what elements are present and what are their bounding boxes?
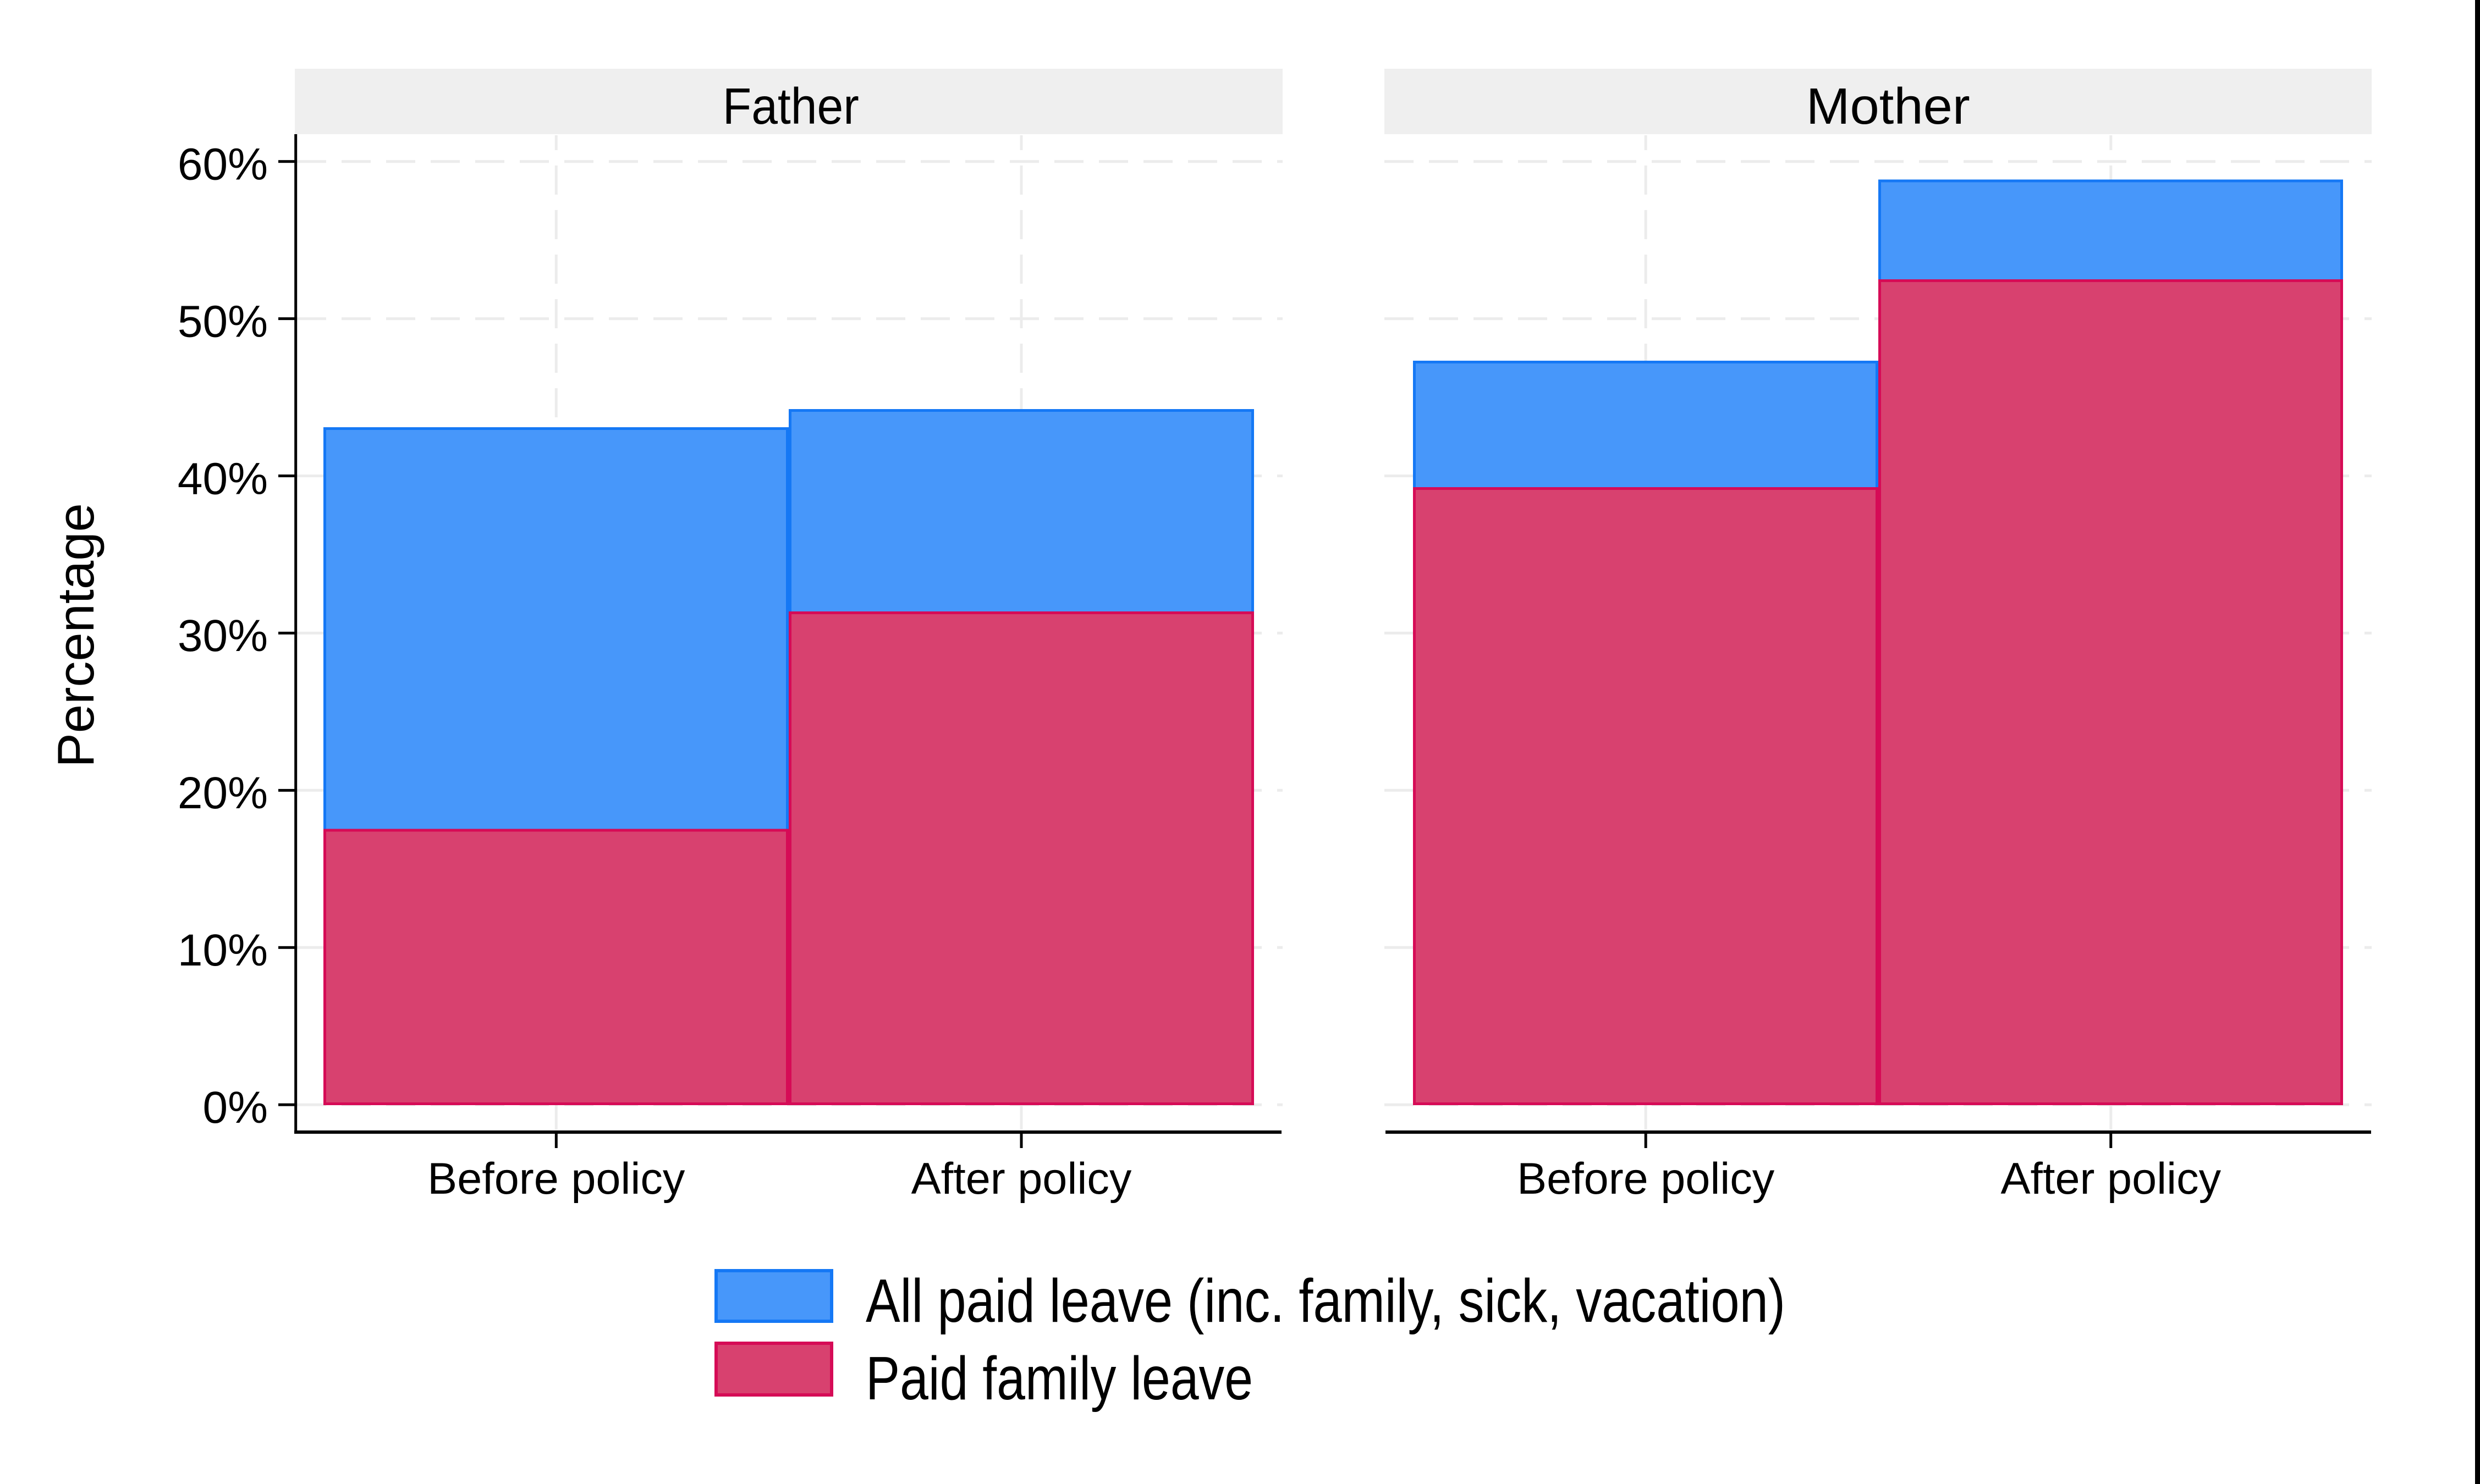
- svg-text:40%: 40%: [178, 454, 268, 504]
- svg-text:Before policy: Before policy: [1517, 1154, 1775, 1204]
- svg-text:All paid leave (inc. family, s: All paid leave (inc. family, sick, vacat…: [866, 1267, 1785, 1335]
- svg-text:50%: 50%: [178, 296, 268, 346]
- svg-text:20%: 20%: [178, 768, 268, 818]
- svg-text:After policy: After policy: [2000, 1154, 2221, 1204]
- svg-text:10%: 10%: [178, 925, 268, 975]
- svg-text:Before policy: Before policy: [427, 1154, 685, 1204]
- svg-text:Mother: Mother: [1806, 78, 1970, 135]
- svg-text:60%: 60%: [178, 140, 268, 190]
- svg-text:After policy: After policy: [911, 1154, 1132, 1204]
- svg-text:30%: 30%: [178, 611, 268, 661]
- svg-text:0%: 0%: [202, 1083, 268, 1133]
- svg-text:Percentage: Percentage: [47, 503, 105, 768]
- svg-text:Father: Father: [723, 78, 859, 135]
- svg-text:Paid family leave: Paid family leave: [866, 1344, 1253, 1413]
